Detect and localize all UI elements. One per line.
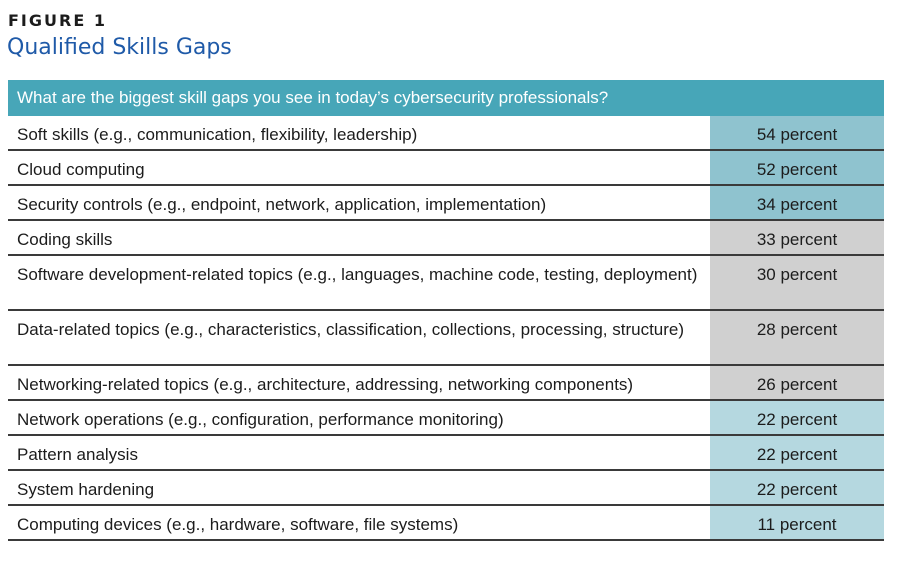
row-label: Coding skills [17,230,113,249]
row-label: Soft skills (e.g., communication, flexib… [17,125,418,144]
table-row: Security controls (e.g., endpoint, netwo… [8,186,884,221]
table-body: Soft skills (e.g., communication, flexib… [8,116,884,541]
table-row: Soft skills (e.g., communication, flexib… [8,116,884,151]
row-label: Data-related topics (e.g., characteristi… [17,320,685,339]
row-label: Security controls (e.g., endpoint, netwo… [17,195,547,214]
row-value: 34 percent [710,186,884,219]
row-value: 26 percent [710,366,884,399]
table-row: Cloud computing 52 percent [8,151,884,186]
row-value: 22 percent [710,436,884,469]
row-label: Computing devices (e.g., hardware, softw… [17,515,459,534]
row-label: Software development-related topics (e.g… [17,265,698,284]
row-value: 33 percent [710,221,884,254]
table-row: Computing devices (e.g., hardware, softw… [8,506,884,541]
row-label: Network operations (e.g., configuration,… [17,410,504,429]
figure-title: Qualified Skills Gaps [7,35,232,60]
row-label: System hardening [17,480,155,499]
row-label: Networking-related topics (e.g., archite… [17,375,634,394]
row-value: 30 percent [710,256,884,309]
table-row: Software development-related topics (e.g… [8,256,884,311]
table-row: Data-related topics (e.g., characteristi… [8,311,884,366]
skills-gap-table: What are the biggest skill gaps you see … [8,80,884,541]
table-row: Coding skills 33 percent [8,221,884,256]
table-row: Networking-related topics (e.g., archite… [8,366,884,401]
row-value: 54 percent [710,116,884,149]
row-value: 22 percent [710,471,884,504]
row-value: 52 percent [710,151,884,184]
table-row: System hardening 22 percent [8,471,884,506]
table-row: Network operations (e.g., configuration,… [8,401,884,436]
table-row: Pattern analysis 22 percent [8,436,884,471]
row-value: 11 percent [710,506,884,539]
row-label: Pattern analysis [17,445,138,464]
figure-label: FIGURE 1 [8,11,107,30]
table-header-question: What are the biggest skill gaps you see … [8,80,884,116]
row-value: 28 percent [710,311,884,364]
row-label: Cloud computing [17,160,145,179]
row-value: 22 percent [710,401,884,434]
